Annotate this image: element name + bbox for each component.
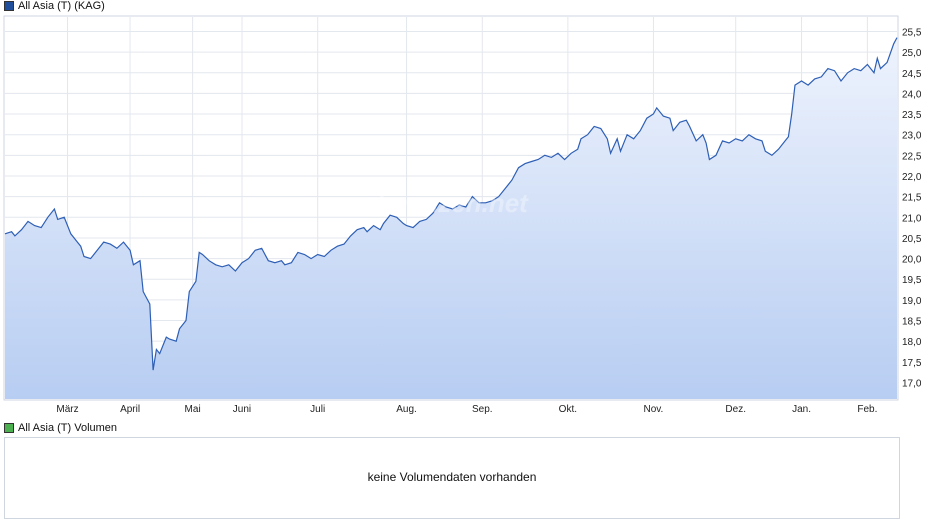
y-tick-label: 19,0	[902, 296, 922, 307]
x-tick-label: Sep.	[472, 404, 493, 415]
y-tick-label: 21,5	[902, 193, 922, 204]
y-tick-label: 20,0	[902, 255, 922, 266]
volume-empty-message: keine Volumendaten vorhanden	[367, 470, 537, 484]
watermark: finanzen.net	[376, 188, 529, 218]
x-tick-label: April	[120, 404, 140, 415]
volume-panel: keine Volumendaten vorhanden	[4, 437, 900, 519]
x-tick-label: Okt.	[559, 404, 577, 415]
y-tick-label: 17,0	[902, 378, 922, 389]
price-series-swatch	[4, 1, 14, 11]
y-tick-label: 23,5	[902, 110, 922, 121]
price-area	[5, 37, 897, 399]
x-tick-label: Juni	[233, 404, 251, 415]
x-tick-label: Feb.	[857, 404, 877, 415]
y-tick-label: 21,0	[902, 213, 922, 224]
x-tick-label: Nov.	[644, 404, 664, 415]
x-tick-label: Dez.	[725, 404, 746, 415]
legend-volume: All Asia (T) Volumen	[4, 422, 117, 434]
x-tick-label: Jan.	[792, 404, 811, 415]
legend-volume-label: All Asia (T) Volumen	[18, 422, 118, 434]
price-line	[4, 37, 898, 371]
y-tick-label: 25,5	[902, 27, 922, 38]
legend-price: All Asia (T) (KAG)	[4, 0, 105, 12]
y-tick-label: 18,0	[902, 337, 922, 348]
price-chart: finanzen.net 17,0 17,5 18,0 18,5 19,0 19,5 20,…	[3, 15, 922, 415]
x-axis: März April Mai Juni Juli Aug. Sep. Okt. Nov. Dez.…	[56, 404, 877, 415]
x-tick-label: Aug.	[396, 404, 417, 415]
x-tick-label: Mai	[185, 404, 201, 415]
y-tick-label: 25,0	[902, 48, 922, 59]
volume-series-swatch	[4, 423, 14, 433]
legend-price-label: All Asia (T) (KAG)	[18, 0, 105, 12]
y-tick-label: 24,5	[902, 69, 922, 80]
plot-frame	[3, 15, 899, 401]
x-tick-label: Juli	[310, 404, 325, 415]
y-tick-label: 19,5	[902, 275, 922, 286]
y-tick-label: 18,5	[902, 317, 922, 328]
y-tick-label: 22,5	[902, 151, 922, 162]
x-tick-label: März	[56, 404, 78, 415]
y-tick-label: 17,5	[902, 358, 922, 369]
y-tick-label: 22,0	[902, 172, 922, 183]
y-tick-label: 24,0	[902, 89, 922, 100]
y-tick-label: 20,5	[902, 234, 922, 245]
y-tick-label: 23,0	[902, 131, 922, 142]
y-axis: 17,0 17,5 18,0 18,5 19,0 19,5 20,0 20,5 21,0 21,5…	[902, 27, 922, 389]
